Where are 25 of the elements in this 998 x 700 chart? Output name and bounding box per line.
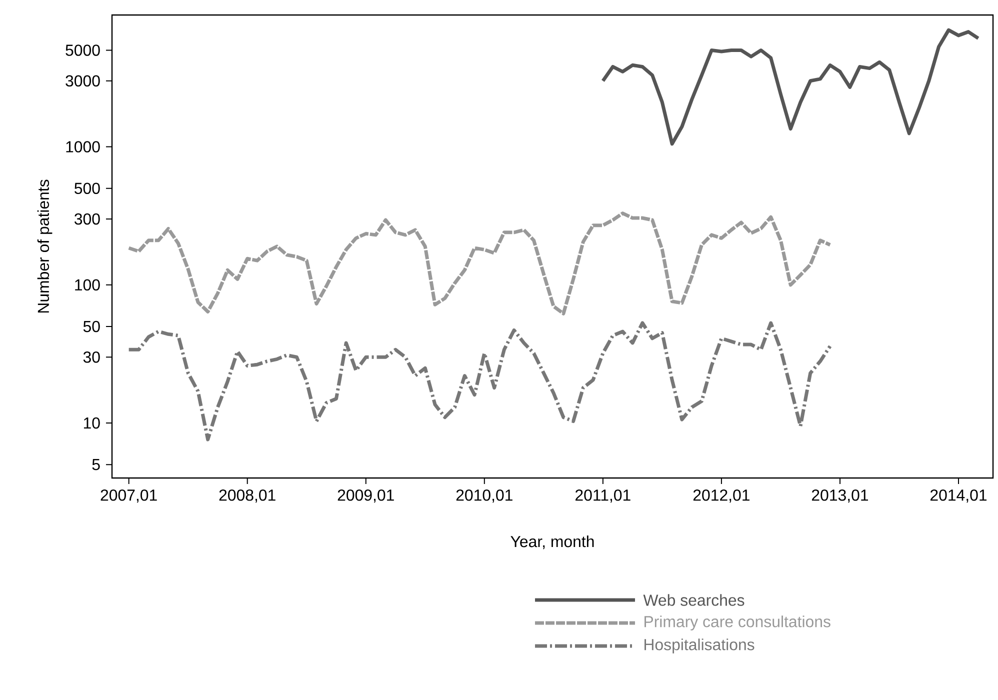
text: Primary care consultations xyxy=(644,616,830,630)
x-tick-label: 2008,01 xyxy=(219,490,276,503)
x-tick-label: 2011,01 xyxy=(576,490,630,503)
x-tick-label: 2014,01 xyxy=(930,490,987,503)
y-tick-label: 100 xyxy=(75,279,100,291)
text: Web searches xyxy=(643,594,744,606)
x-tick-label: 2013,01 xyxy=(812,490,868,503)
y-tick-label: 300 xyxy=(74,213,100,225)
line-series xyxy=(127,212,832,316)
line-series xyxy=(601,28,980,146)
y-tick-label: 10 xyxy=(84,417,100,429)
x-axis-title: Year, month xyxy=(510,536,594,550)
y-axis-title: Number of patients xyxy=(37,180,52,313)
y-tick-label: 1000 xyxy=(66,141,100,152)
y-tick-label: 500 xyxy=(74,182,100,194)
x-tick-label: 2010,01 xyxy=(456,490,512,503)
y-tick-label: 5000 xyxy=(66,44,100,56)
y-tick-label: 5 xyxy=(92,459,100,470)
text: Hospitalisations xyxy=(644,638,754,654)
x-tick-label: 2007,01 xyxy=(100,490,157,503)
y-tick-label: 3000 xyxy=(66,75,100,87)
x-tick-label: 2012,01 xyxy=(693,490,750,503)
x-tick-label: 2009,01 xyxy=(338,490,394,503)
y-tick-label: 30 xyxy=(83,351,100,363)
y-tick-label: 50 xyxy=(83,320,100,332)
